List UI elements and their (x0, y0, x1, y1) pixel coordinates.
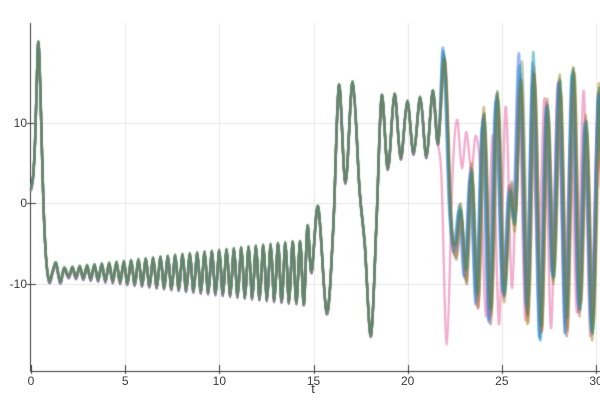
y-tick-label--10: -10 (9, 276, 27, 291)
y-tick-label-10: 10 (13, 115, 27, 130)
x-tick-label-10: 10 (212, 374, 226, 388)
x-tick-label-30: 30 (589, 374, 600, 388)
x-tick-label-25: 25 (495, 374, 509, 388)
x-tick-label-20: 20 (400, 374, 415, 388)
x-tick-label-15: 15 (306, 374, 321, 388)
y-tick-label-0: 0 (20, 196, 27, 211)
x-tick-label-0: 0 (27, 374, 35, 388)
x-axis-title: t (311, 381, 315, 396)
x-tick-label-5: 5 (121, 374, 129, 388)
